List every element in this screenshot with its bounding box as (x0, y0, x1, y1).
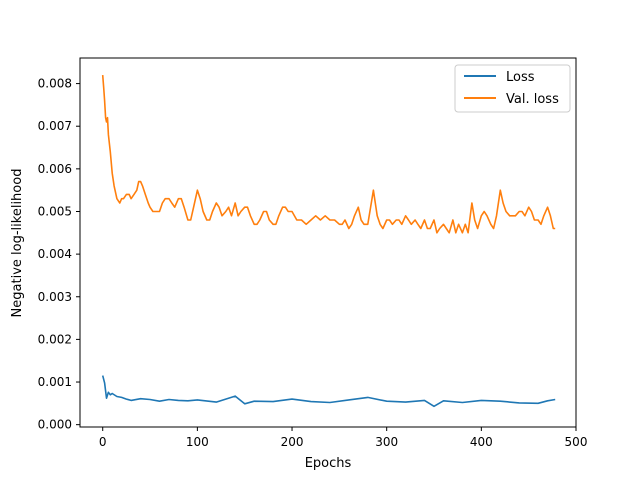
y-axis: 0.000 0.001 0.002 0.003 0.004 0.005 0.006 0.007… (38, 77, 80, 432)
x-tick-label: 500 (565, 435, 588, 449)
y-tick-label: 0.008 (38, 77, 72, 91)
series-line-loss (101, 375, 556, 408)
y-tick-label: 0.007 (38, 119, 72, 133)
y-tick-label: 0.003 (38, 290, 72, 304)
y-tick-label: 0.005 (38, 204, 72, 218)
plot-frame (79, 57, 577, 428)
y-axis-label: Negative log-likelihood (10, 169, 25, 318)
y-tick-label: 0.004 (38, 247, 72, 261)
x-axis-label: Epochs (305, 456, 352, 471)
legend: Loss Val. loss (454, 64, 571, 113)
legend-label-val-loss: Val. loss (506, 92, 559, 107)
x-tick-label: 0 (99, 435, 107, 449)
legend-label-loss: Loss (506, 70, 535, 85)
x-tick-label: 300 (375, 435, 398, 449)
x-tick-label: 100 (186, 435, 209, 449)
x-axis: 0 100 200 300 400 500 (99, 427, 588, 449)
y-tick-label: 0.000 (38, 418, 72, 432)
y-tick-label: 0.002 (38, 332, 72, 346)
y-tick-label: 0.001 (38, 375, 72, 389)
series-line-val-loss (101, 75, 556, 234)
x-tick-label: 200 (281, 435, 304, 449)
series-layer (101, 75, 556, 408)
x-tick-label: 400 (470, 435, 493, 449)
y-tick-label: 0.006 (38, 162, 72, 176)
plot-area (79, 57, 577, 428)
